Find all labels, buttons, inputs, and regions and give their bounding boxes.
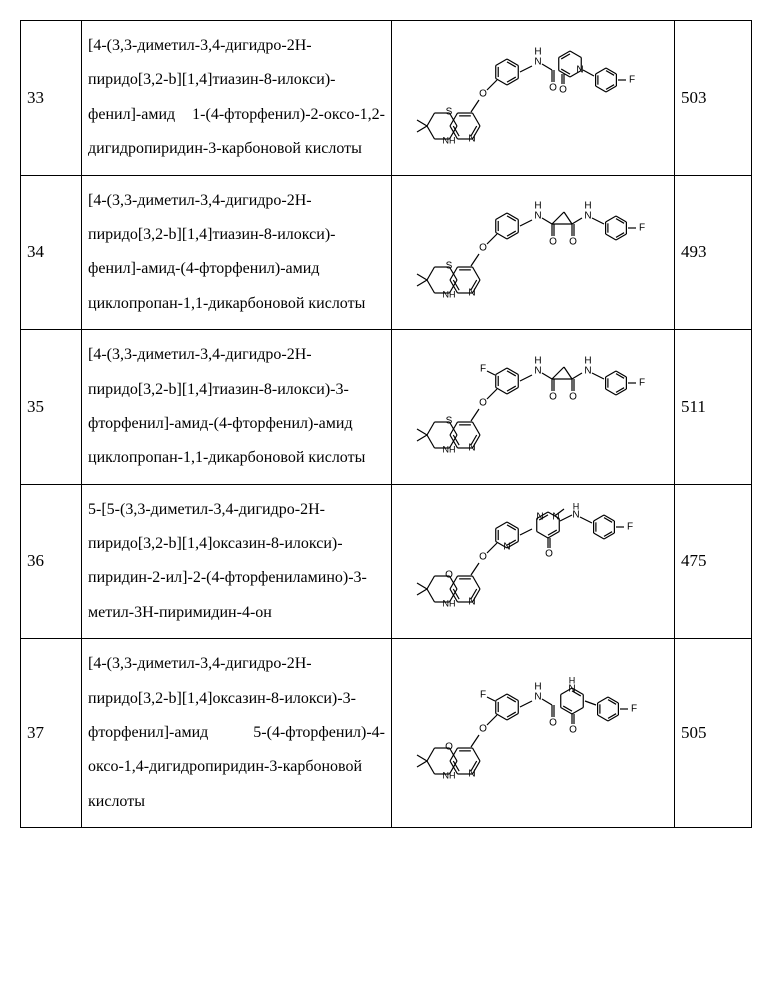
svg-text:O: O <box>545 549 553 560</box>
svg-text:H: H <box>584 201 591 212</box>
compound-id: 37 <box>21 639 82 828</box>
compound-name: [4-(3,3-диметил-3,4-дигидро-2H-пиридо[3,… <box>82 330 392 485</box>
svg-text:N: N <box>468 288 475 299</box>
compound-name: 5-[5-(3,3-диметил-3,4-дигидро-2H-пиридо[… <box>82 484 392 639</box>
table-body: 33[4-(3,3-диметил-3,4-дигидро-2H-пиридо[… <box>21 21 752 828</box>
compound-name: [4-(3,3-диметил-3,4-дигидро-2H-пиридо[3,… <box>82 639 392 828</box>
svg-text:N: N <box>534 211 541 222</box>
compound-mass: 493 <box>675 175 752 330</box>
svg-text:N: N <box>584 211 591 222</box>
svg-text:O: O <box>549 237 557 248</box>
svg-text:O: O <box>479 88 487 99</box>
svg-text:F: F <box>629 74 635 85</box>
svg-text:O: O <box>445 570 453 581</box>
svg-text:O: O <box>479 243 487 254</box>
svg-text:O: O <box>479 552 487 563</box>
svg-text:H: H <box>534 201 541 212</box>
compound-name: [4-(3,3-диметил-3,4-дигидро-2H-пиридо[3,… <box>82 21 392 176</box>
svg-text:NH: NH <box>443 135 456 145</box>
svg-text:O: O <box>569 725 577 736</box>
svg-text:S: S <box>446 261 453 272</box>
svg-text:H: H <box>534 356 541 367</box>
svg-text:NH: NH <box>443 444 456 454</box>
svg-text:O: O <box>479 724 487 735</box>
svg-text:O: O <box>549 82 557 93</box>
svg-text:O: O <box>549 718 557 729</box>
svg-text:N: N <box>468 597 475 608</box>
table-row: 37[4-(3,3-диметил-3,4-дигидро-2H-пиридо[… <box>21 639 752 828</box>
compound-table: 33[4-(3,3-диметил-3,4-дигидро-2H-пиридо[… <box>20 20 752 828</box>
svg-text:N: N <box>503 542 510 553</box>
svg-text:O: O <box>569 392 577 403</box>
svg-text:O: O <box>569 237 577 248</box>
svg-text:O: O <box>479 398 487 409</box>
compound-structure: SNHNOFNHOONHF <box>392 330 675 485</box>
compound-mass: 511 <box>675 330 752 485</box>
svg-text:F: F <box>480 364 486 375</box>
svg-text:O: O <box>549 392 557 403</box>
compound-structure: SNHNONHONOF <box>392 21 675 176</box>
svg-text:O: O <box>559 84 567 95</box>
svg-text:H: H <box>534 682 541 693</box>
compound-mass: 503 <box>675 21 752 176</box>
svg-text:N: N <box>534 692 541 703</box>
svg-text:F: F <box>631 704 637 715</box>
table-row: 33[4-(3,3-диметил-3,4-дигидро-2H-пиридо[… <box>21 21 752 176</box>
table-row: 35[4-(3,3-диметил-3,4-дигидро-2H-пиридо[… <box>21 330 752 485</box>
compound-structure: ONHNOFNHOOHNF <box>392 639 675 828</box>
svg-text:F: F <box>639 378 645 389</box>
compound-mass: 505 <box>675 639 752 828</box>
svg-text:NH: NH <box>443 599 456 609</box>
table-row: 365-[5-(3,3-диметил-3,4-дигидро-2H-пирид… <box>21 484 752 639</box>
svg-text:F: F <box>627 522 633 533</box>
svg-text:N: N <box>536 512 543 523</box>
svg-text:NH: NH <box>443 771 456 781</box>
svg-text:N: N <box>568 684 575 695</box>
compound-id: 36 <box>21 484 82 639</box>
compound-structure: SNHNONHOONHF <box>392 175 675 330</box>
svg-text:N: N <box>534 366 541 377</box>
svg-text:N: N <box>576 64 583 75</box>
svg-text:F: F <box>480 690 486 701</box>
svg-text:O: O <box>445 742 453 753</box>
svg-text:S: S <box>446 416 453 427</box>
svg-text:N: N <box>572 510 579 521</box>
svg-text:S: S <box>446 106 453 117</box>
svg-text:H: H <box>584 356 591 367</box>
compound-mass: 475 <box>675 484 752 639</box>
svg-text:N: N <box>468 133 475 144</box>
svg-text:H: H <box>534 46 541 57</box>
svg-text:N: N <box>534 56 541 67</box>
svg-text:N: N <box>584 366 591 377</box>
svg-text:N: N <box>468 443 475 454</box>
compound-id: 34 <box>21 175 82 330</box>
svg-text:NH: NH <box>443 290 456 300</box>
svg-text:F: F <box>639 223 645 234</box>
compound-id: 33 <box>21 21 82 176</box>
svg-text:N: N <box>468 769 475 780</box>
compound-structure: ONHNONNNOHNF <box>392 484 675 639</box>
compound-id: 35 <box>21 330 82 485</box>
compound-name: [4-(3,3-диметил-3,4-дигидро-2H-пиридо[3,… <box>82 175 392 330</box>
table-row: 34[4-(3,3-диметил-3,4-дигидро-2H-пиридо[… <box>21 175 752 330</box>
